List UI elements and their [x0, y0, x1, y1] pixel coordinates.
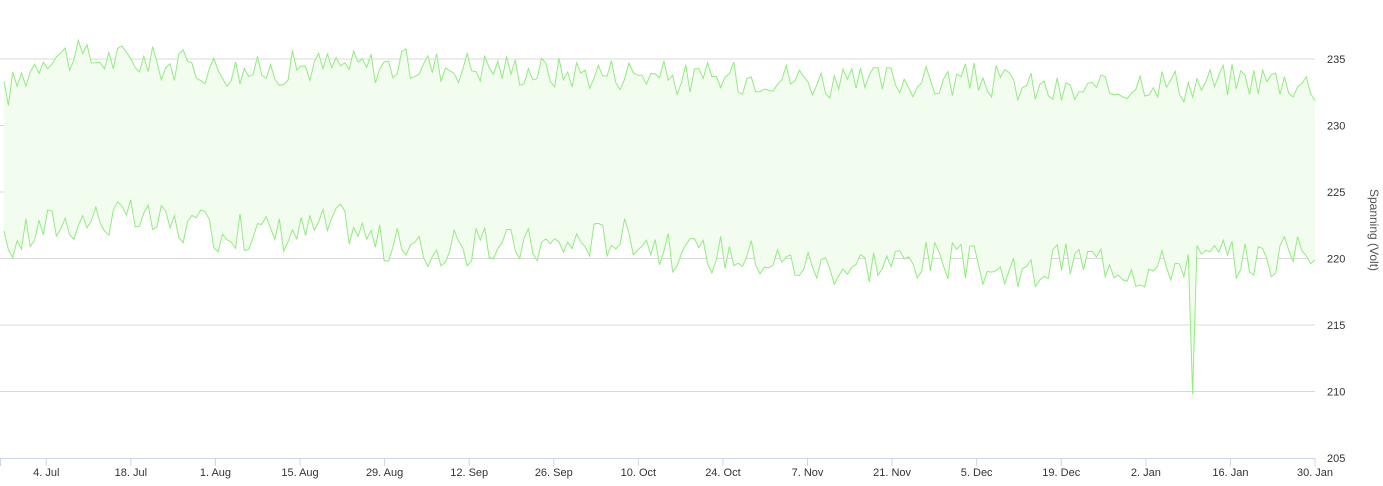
x-tick-label: 5. Dec — [961, 467, 993, 479]
y-tick-label: 220 — [1327, 254, 1345, 266]
x-tick-label: 19. Dec — [1042, 467, 1080, 479]
x-axis-ticks: 4. Jul 18. Jul 1. Aug 15. Aug 29. Aug 12. Sep… — [0, 458, 1333, 479]
x-tick-label: 26. Sep — [535, 467, 573, 479]
x-tick-label: 7. Nov — [792, 467, 824, 479]
y-tick-label: 225 — [1327, 187, 1345, 199]
y-axis-title: Spanning (Volt) — [1367, 189, 1381, 271]
x-tick-label: 15. Aug — [281, 467, 318, 479]
voltage-lines — [3, 38, 1316, 395]
x-tick-label: 21. Nov — [873, 467, 911, 479]
x-tick-label: 2. Jan — [1131, 467, 1161, 479]
range-fill — [4, 40, 1315, 395]
x-tick-label: 1. Aug — [200, 467, 231, 479]
min-voltage-line — [3, 199, 1316, 395]
x-tick-label: 10. Oct — [621, 467, 656, 479]
x-tick-label: 16. Jan — [1212, 467, 1248, 479]
x-tick-label: 29. Aug — [366, 467, 403, 479]
x-tick-label: 24. Oct — [705, 467, 740, 479]
x-tick-label: 12. Sep — [450, 467, 488, 479]
x-tick-label: 18. Jul — [115, 467, 147, 479]
x-tick-label: 4. Jul — [33, 467, 59, 479]
y-tick-label: 205 — [1327, 453, 1345, 465]
y-tick-label: 235 — [1327, 54, 1345, 66]
voltage-range-area — [4, 40, 1315, 395]
max-voltage-line — [3, 38, 1316, 106]
y-axis-ticks: 205 210 215 220 225 230 235 — [1327, 54, 1345, 465]
y-tick-label: 230 — [1327, 121, 1345, 133]
x-tick-label: 30. Jan — [1297, 467, 1333, 479]
y-tick-label: 215 — [1327, 320, 1345, 332]
y-tick-label: 210 — [1327, 387, 1345, 399]
